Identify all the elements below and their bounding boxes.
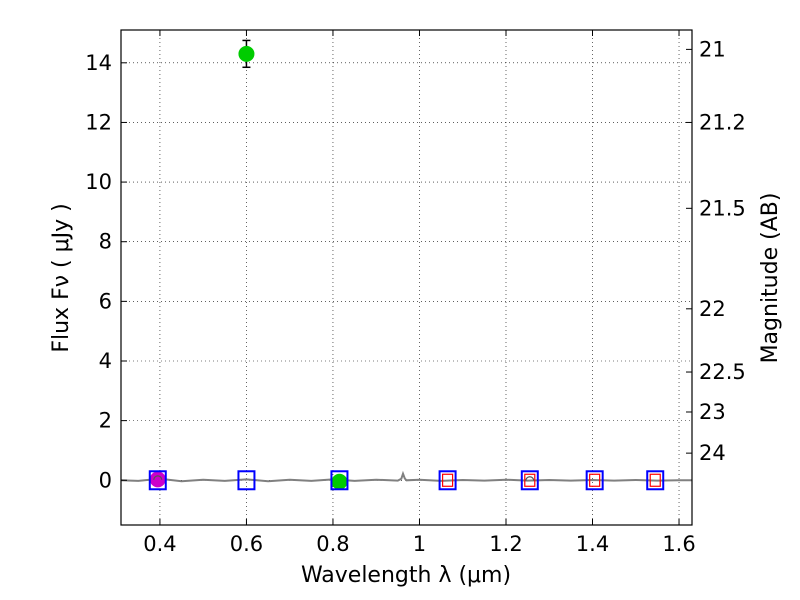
model-square-red [649, 473, 661, 487]
model-square-blue [585, 470, 604, 491]
plot-series [120, 39, 692, 491]
x-tick-label: 1.4 [576, 532, 609, 556]
y-tick-label: 4 [99, 349, 112, 373]
y-tick-label: 12 [85, 110, 112, 134]
x-tick-label: 0.4 [143, 532, 176, 556]
model-square-blue [438, 470, 457, 491]
detection-point [238, 45, 255, 62]
model-square-blue [520, 470, 539, 491]
x-tick-label: 0.6 [230, 532, 263, 556]
x-tick-label: 1 [413, 532, 426, 556]
detection-point [331, 473, 348, 490]
right-axis-label: Magnitude (AB) [758, 193, 783, 364]
model-square-red [589, 473, 601, 487]
plot-frame [120, 29, 693, 526]
y-tick-label: 14 [85, 51, 112, 75]
y-tick-label: 6 [99, 289, 112, 313]
x-axis-label: Wavelength λ (μm) [301, 563, 511, 588]
axis-ticks: 0.4 0.6 0.8 1 1.2 1.4 1.6024681012142121.221.5… [85, 30, 746, 556]
model-square-blue [646, 470, 665, 491]
spectrum-line [120, 470, 692, 483]
x-tick-label: 1.6 [662, 532, 695, 556]
model-square-red [524, 473, 536, 487]
model-square-red [441, 473, 454, 487]
model-square-blue [330, 470, 349, 491]
model-square-blue [148, 470, 167, 491]
mag-tick-label: 24 [699, 441, 726, 465]
mag-tick-label: 21.2 [699, 110, 746, 134]
mag-tick-label: 21.5 [699, 196, 746, 220]
limit-arc [153, 475, 163, 480]
limit-arc [525, 476, 535, 481]
mag-tick-label: 22.5 [699, 360, 746, 384]
y-tick-label: 0 [99, 468, 112, 492]
y-tick-label: 2 [99, 409, 112, 433]
y-tick-label: 8 [99, 230, 112, 254]
x-tick-label: 0.8 [316, 532, 349, 556]
grid-lines [121, 30, 692, 525]
mag-tick-label: 21 [699, 37, 726, 61]
y-axis-label: Flux Fν ( μJy ) [49, 203, 74, 352]
detection-point [149, 471, 166, 488]
mag-tick-label: 23 [699, 400, 726, 424]
x-tick-label: 1.2 [489, 532, 522, 556]
y-tick-label: 10 [85, 170, 112, 194]
model-square-blue [237, 470, 256, 491]
mag-tick-label: 22 [699, 297, 726, 321]
